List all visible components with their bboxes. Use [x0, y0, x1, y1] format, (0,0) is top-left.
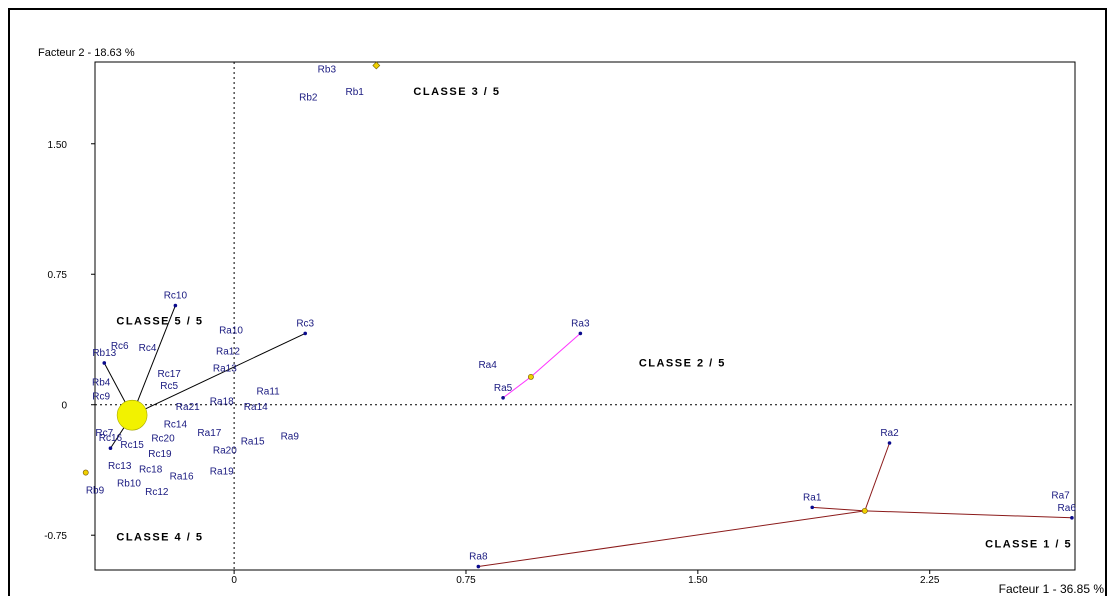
- point-label-rb3: Rb3: [318, 64, 337, 75]
- point-label-ra16: Ra16: [170, 472, 194, 483]
- point-label-rc19: Rc19: [148, 449, 172, 460]
- class-centroid-marker: [372, 61, 381, 70]
- point-label-rc7: Rc7: [95, 428, 113, 439]
- class-centroid-marker: [82, 469, 89, 476]
- point-label-rc18: Rc18: [139, 465, 163, 476]
- point-label-rc14: Rc14: [164, 419, 188, 430]
- y-tick-label: 0: [61, 401, 67, 412]
- class-link-line: [864, 442, 890, 512]
- point-label-ra9: Ra9: [281, 432, 300, 443]
- point-label-rc20: Rc20: [151, 433, 175, 444]
- point-label-rc10: Rc10: [164, 291, 188, 302]
- x-axis-title: Facteur 1 - 36.85 %: [999, 582, 1105, 596]
- data-point-ra8: [476, 564, 481, 569]
- x-tick-label: 0: [231, 575, 237, 586]
- class-label: CLASSE 1 / 5: [985, 538, 1072, 550]
- point-label-rc13: Rc13: [108, 461, 132, 472]
- class-label: CLASSE 2 / 5: [639, 357, 726, 369]
- point-label-ra19: Ra19: [210, 466, 234, 477]
- point-label-ra2: Ra2: [880, 428, 899, 439]
- point-label-rb2: Rb2: [299, 92, 318, 103]
- data-point-rc10: [173, 303, 178, 308]
- point-label-ra1: Ra1: [803, 492, 822, 503]
- data-point-rc3: [303, 331, 308, 336]
- point-label-ra11: Ra11: [257, 386, 281, 397]
- class-centroid-marker: [861, 507, 868, 514]
- point-label-rc6: Rc6: [111, 341, 129, 352]
- point-label-ra3: Ra3: [571, 318, 590, 329]
- point-label-rc16: Rc16: [99, 433, 123, 444]
- point-label-rb13: Rb13: [92, 348, 116, 359]
- class-label: CLASSE 4 / 5: [116, 531, 203, 543]
- point-label-rc3: Rc3: [296, 318, 314, 329]
- point-label-ra6: Ra6: [1058, 503, 1077, 514]
- point-label-rb10: Rb10: [117, 478, 141, 489]
- point-label-ra18: Ra18: [210, 397, 234, 408]
- data-point-rb13: [102, 361, 107, 365]
- point-label-rc5: Rc5: [160, 381, 178, 392]
- point-label-rb9: Rb9: [86, 485, 105, 496]
- class-label: CLASSE 3 / 5: [413, 86, 500, 98]
- x-tick-label: 0.75: [456, 575, 476, 586]
- class-link-line: [812, 506, 865, 512]
- y-axis-title: Facteur 2 - 18.63 %: [38, 47, 135, 59]
- point-label-ra7: Ra7: [1051, 491, 1070, 502]
- point-label-rb4: Rb4: [92, 378, 111, 389]
- point-label-rb1: Rb1: [346, 87, 365, 98]
- y-tick-label: 1.50: [48, 140, 68, 151]
- point-label-ra4: Ra4: [478, 360, 497, 371]
- point-label-ra21: Ra21: [176, 402, 200, 413]
- class-link-line: [478, 510, 865, 568]
- y-tick-label: 0.75: [48, 270, 68, 281]
- point-label-ra8: Ra8: [469, 552, 488, 563]
- class-label: CLASSE 5 / 5: [116, 316, 203, 328]
- point-label-ra14: Ra14: [244, 402, 268, 413]
- data-point-ra3: [578, 331, 583, 336]
- point-label-ra5: Ra5: [494, 383, 513, 394]
- data-point-ra6: [1070, 516, 1074, 520]
- y-tick-label: -0.75: [44, 531, 67, 542]
- x-tick-label: 2.25: [920, 575, 940, 586]
- class-link-line: [502, 376, 532, 399]
- point-label-rc17: Rc17: [158, 369, 182, 380]
- class-link-line: [864, 510, 1072, 519]
- class-link-line: [131, 305, 176, 416]
- point-label-ra20: Ra20: [213, 445, 237, 456]
- class-centroid-marker: [116, 399, 148, 431]
- point-label-rc12: Rc12: [145, 487, 169, 498]
- point-label-rc9: Rc9: [92, 392, 110, 403]
- class-link-line: [131, 332, 306, 416]
- data-point-ra1: [810, 505, 815, 510]
- class-link-line: [530, 333, 581, 378]
- data-point-rc16: [108, 446, 113, 451]
- plot-area: [94, 61, 1076, 571]
- point-label-ra10: Ra10: [219, 325, 243, 336]
- point-label-ra12: Ra12: [216, 346, 240, 357]
- class-centroid-marker: [527, 373, 534, 380]
- point-label-ra13: Ra13: [213, 364, 237, 375]
- data-point-ra2: [887, 441, 892, 445]
- point-label-rc4: Rc4: [139, 343, 157, 354]
- point-label-rc15: Rc15: [120, 440, 144, 451]
- point-label-ra17: Ra17: [197, 428, 221, 439]
- data-point-ra5: [501, 395, 505, 400]
- chart-frame: [8, 8, 1107, 596]
- point-label-ra15: Ra15: [241, 437, 265, 448]
- x-tick-label: 1.50: [688, 575, 708, 586]
